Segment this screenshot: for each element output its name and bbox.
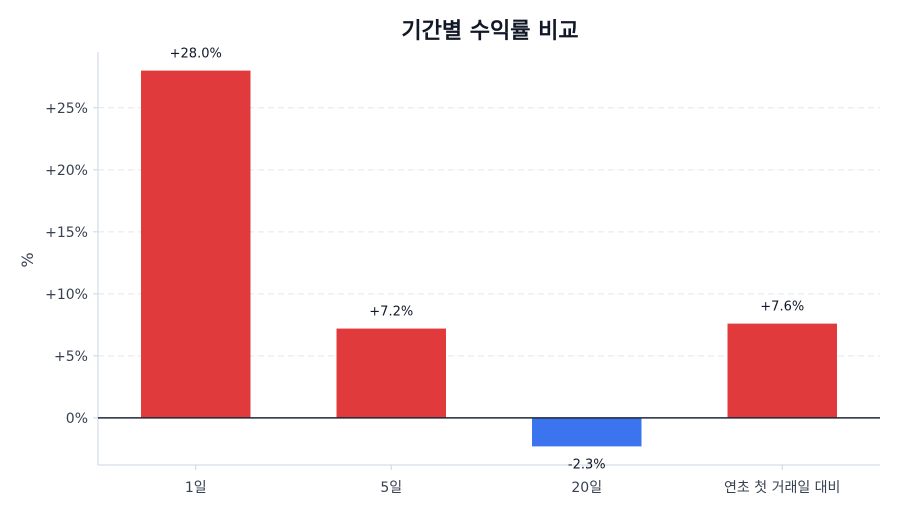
data-labels: +28.0% +7.2% -2.3% +7.6%	[170, 47, 805, 473]
y-axis-label: %	[18, 252, 37, 267]
bar	[141, 70, 251, 418]
chart-title: 기간별 수익률 비교	[401, 19, 578, 44]
y-tick-label: +20%	[45, 163, 88, 179]
bar	[532, 417, 642, 447]
bar	[336, 328, 446, 418]
y-tick-label: +10%	[45, 287, 88, 303]
y-tick-label: +15%	[45, 225, 88, 241]
bars	[141, 70, 837, 447]
y-tick-label: +5%	[54, 349, 88, 365]
bar	[727, 323, 837, 418]
x-tick-label: 연초 첫 거래일 대비	[724, 480, 840, 496]
y-axis-ticks: 0% +5% +10% +15% +20% +25%	[45, 101, 98, 427]
x-tick-label: 1일	[185, 480, 207, 496]
x-tick-label: 20일	[571, 480, 602, 496]
axes	[97, 52, 880, 466]
data-label: +28.0%	[170, 47, 222, 62]
x-axis-ticks: 1일 5일 20일 연초 첫 거래일 대비	[185, 465, 840, 496]
x-tick-label: 5일	[380, 480, 402, 496]
data-label: +7.6%	[760, 300, 804, 315]
data-label: -2.3%	[568, 457, 606, 472]
y-tick-label: 0%	[66, 411, 88, 427]
y-tick-label: +25%	[45, 101, 88, 117]
data-label: +7.2%	[369, 305, 413, 320]
